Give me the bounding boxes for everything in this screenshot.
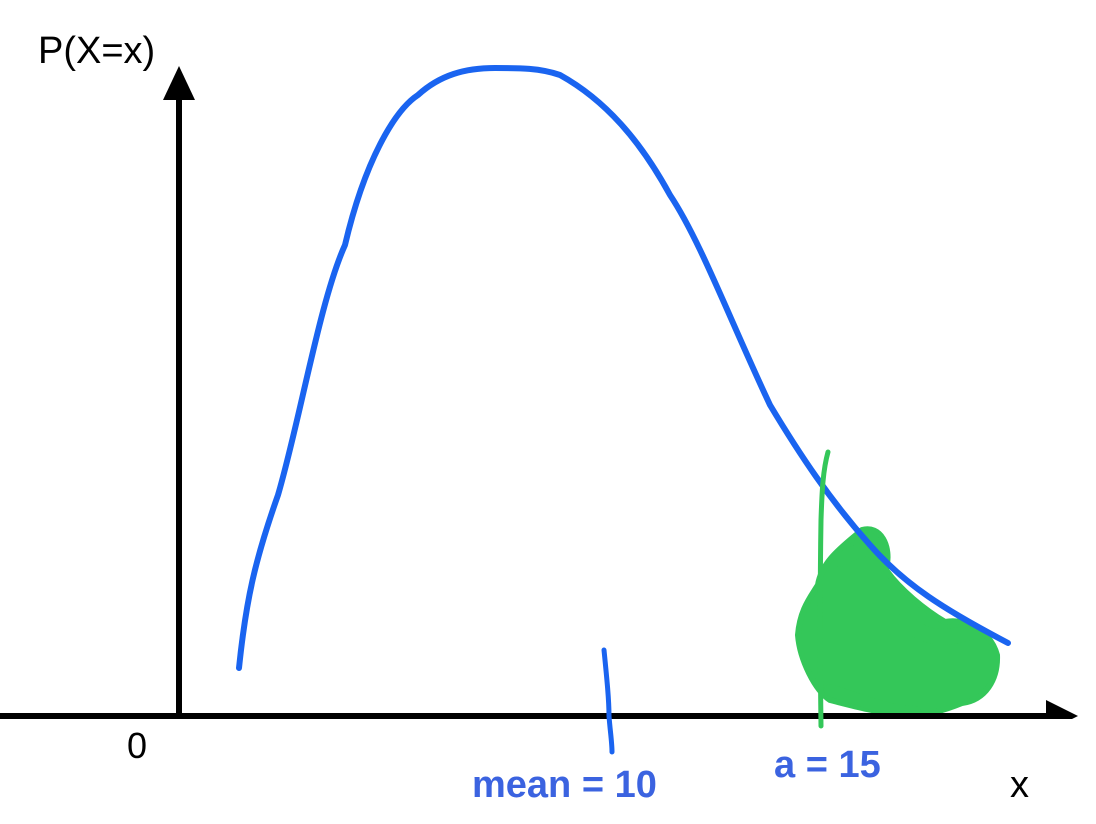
shading-white-mask — [0, 719, 1096, 824]
mean-annotation: mean = 10 — [472, 764, 657, 806]
y-axis-label: P(X=x) — [38, 30, 156, 72]
threshold-annotation: a = 15 — [774, 744, 881, 786]
mean-marker — [601, 647, 615, 755]
x-axis-label: x — [1010, 764, 1029, 806]
threshold-a-line — [817, 449, 831, 729]
origin-label: 0 — [127, 725, 148, 766]
y-axis-arrowhead — [163, 66, 195, 100]
